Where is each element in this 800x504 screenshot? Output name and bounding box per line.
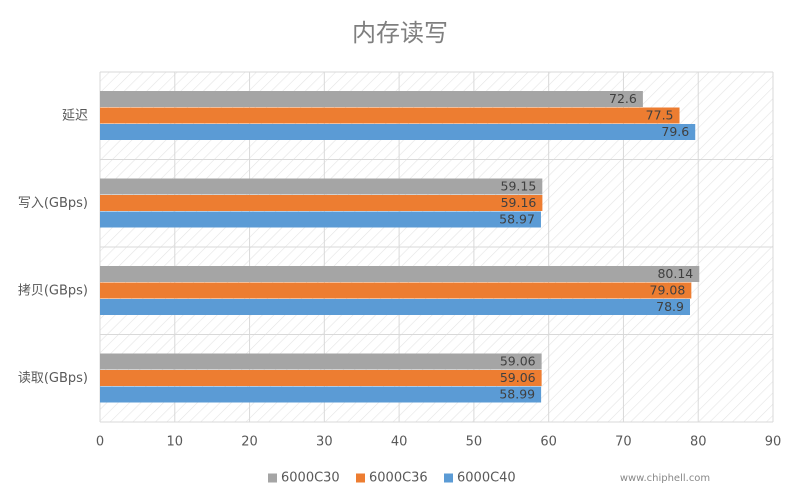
bar (100, 282, 692, 299)
y-tick-label: 拷贝(GBps) (18, 283, 88, 298)
bar (100, 266, 700, 282)
bar (100, 124, 696, 140)
x-tick-label: 90 (765, 435, 782, 450)
chart-title: 内存读写 (352, 19, 448, 47)
bar (100, 195, 543, 211)
y-tick-label: 延迟 (62, 108, 88, 123)
x-tick-label: 10 (167, 435, 184, 450)
y-tick-label: 写入(GBps) (18, 196, 88, 211)
x-tick-label: 20 (241, 435, 258, 450)
bar (100, 299, 690, 315)
bar (100, 91, 643, 107)
value-label: 59.15 (501, 178, 537, 193)
x-tick-label: 80 (690, 435, 707, 450)
legend-swatch (356, 473, 365, 483)
bar (100, 353, 542, 370)
bar (100, 386, 542, 403)
x-tick-label: 50 (466, 435, 483, 450)
value-label: 78.9 (656, 299, 684, 314)
legend-swatch (268, 473, 277, 483)
value-label: 58.97 (499, 211, 535, 226)
x-tick-label: 70 (615, 435, 632, 450)
bar (100, 107, 680, 124)
value-label: 72.6 (609, 91, 637, 106)
bar (100, 370, 542, 386)
value-label: 59.06 (500, 353, 536, 368)
x-tick-label: 30 (316, 435, 333, 450)
x-tick-label: 0 (96, 435, 104, 450)
legend-label: 6000C30 (281, 471, 340, 486)
value-label: 79.08 (650, 282, 686, 297)
watermark: www.chiphell.com (620, 473, 710, 484)
value-label: 80.14 (657, 266, 693, 281)
value-label: 59.06 (500, 370, 536, 385)
value-label: 59.16 (501, 195, 537, 210)
x-tick-label: 60 (540, 435, 557, 450)
legend-swatch (444, 473, 453, 483)
y-tick-label: 读取(GBps) (18, 371, 88, 386)
value-label: 79.6 (661, 124, 689, 139)
legend-label: 6000C36 (369, 471, 428, 486)
value-label: 77.5 (646, 107, 674, 122)
x-tick-label: 40 (391, 435, 408, 450)
bar (100, 211, 541, 228)
bar (100, 178, 543, 195)
legend-label: 6000C40 (457, 471, 516, 486)
value-label: 58.99 (499, 386, 535, 401)
